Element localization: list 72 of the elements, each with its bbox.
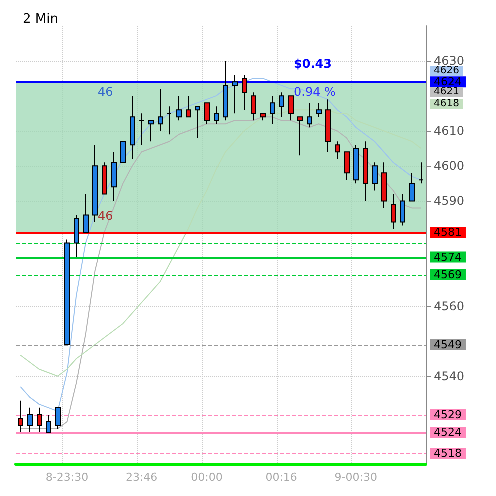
candlestick (64, 239, 70, 346)
annotation: $0.43 (294, 57, 332, 71)
candlestick (335, 141, 340, 160)
candlestick (288, 96, 294, 122)
ref-line-label: 4549 (434, 338, 462, 352)
candlestick (400, 194, 405, 226)
ref-line-label: 4574 (434, 250, 462, 264)
candlestick (409, 172, 415, 202)
line-series (20, 116, 422, 430)
candlestick (111, 152, 117, 202)
x-tick-label: 9-00:30 (334, 471, 378, 484)
ref-line-label: 4581 (434, 226, 462, 240)
ref-line-label: 4569 (434, 268, 462, 282)
candlestick (139, 113, 145, 146)
annotation: 0.94 % (294, 85, 336, 99)
candlestick (419, 162, 424, 184)
candlestick (102, 162, 107, 195)
candlestick (148, 120, 154, 142)
candlestick (204, 102, 210, 125)
line-series (20, 110, 422, 377)
candlestick (307, 102, 312, 128)
candlestick (130, 96, 135, 160)
candlestick (353, 144, 359, 184)
candlestick (83, 194, 89, 234)
y-tick-label: 4560 (434, 299, 465, 314)
candlestick (27, 407, 33, 433)
candlestick (344, 152, 350, 181)
candlestick (176, 96, 182, 122)
candlestick (316, 102, 322, 118)
candlestick (381, 162, 387, 209)
candlestick (372, 162, 378, 192)
candlestick (325, 99, 331, 153)
text: 4621 (434, 86, 460, 98)
candlestick (167, 106, 172, 136)
candlestick (242, 74, 247, 111)
candlestick (120, 141, 126, 164)
y-tick-label: 4590 (434, 194, 465, 208)
candlestick (186, 96, 191, 118)
candlestick (270, 96, 275, 125)
ref-line-label: 4518 (434, 446, 462, 460)
candlestick (195, 106, 200, 139)
candlestick (297, 116, 303, 156)
x-tick-label: 00:00 (191, 471, 223, 484)
y-tick-label: 4540 (434, 369, 465, 384)
candlestick (260, 113, 266, 122)
x-tick-label: 00:16 (266, 471, 298, 484)
x-tick-label: 8-23:30 (46, 471, 89, 484)
candlestick (74, 214, 79, 258)
x-tick-label: 23:46 (126, 471, 158, 484)
chart-title: 2 Min (23, 12, 58, 27)
candlestick (92, 144, 98, 223)
annotation: 46 (98, 209, 114, 223)
candlestick (46, 414, 51, 433)
candlestick (18, 400, 23, 433)
candlestick (55, 407, 61, 430)
candlestick (363, 141, 368, 202)
candlestick (232, 74, 238, 114)
candlestick (37, 407, 42, 433)
candlestick (279, 92, 284, 118)
candlestick (251, 92, 256, 122)
text: 4618 (434, 98, 460, 110)
candlestick (158, 88, 163, 132)
text: 4626 (434, 66, 460, 76)
ref-line-label: 4529 (434, 408, 462, 422)
line-series (20, 78, 422, 412)
y-tick-label: 4610 (434, 124, 465, 138)
candlestick (223, 60, 228, 122)
ref-line-label: 4524 (434, 426, 462, 439)
candlestick (214, 106, 219, 125)
candlestick (391, 194, 396, 230)
y-tick-label: 4600 (434, 159, 465, 174)
annotation: 46 (98, 85, 114, 99)
